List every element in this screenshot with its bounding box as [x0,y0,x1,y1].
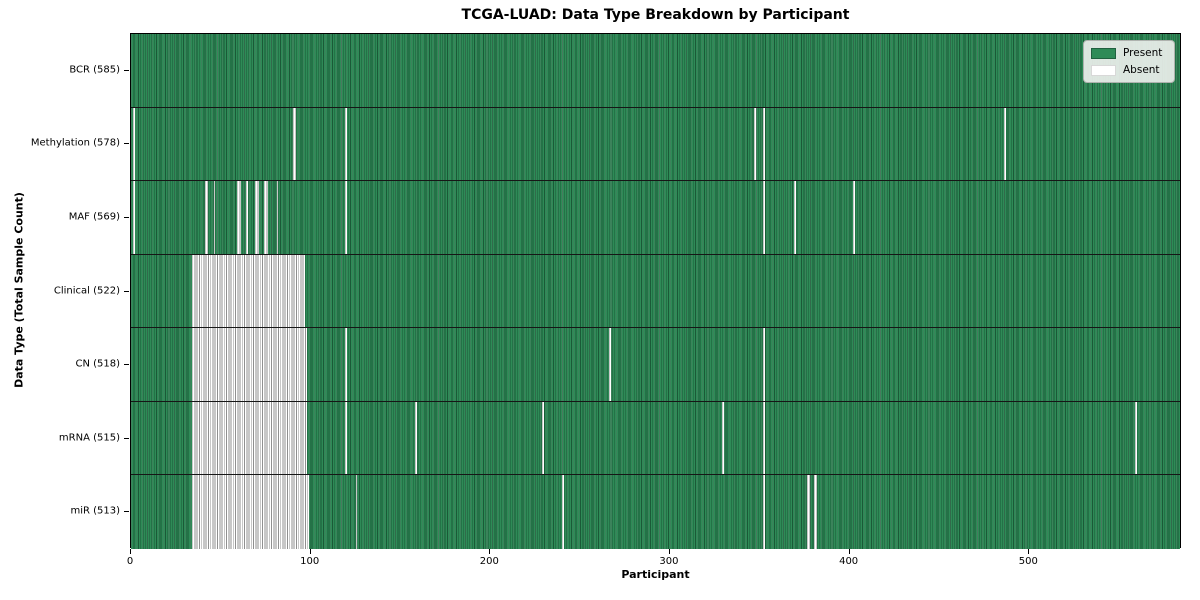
y-tick-label-mrna: mRNA (515) [58,432,120,444]
absent-stripe [344,328,347,401]
x-tick-mark [309,549,311,554]
absent-stripe [254,181,259,254]
x-tick-label: 100 [300,556,320,567]
absent-stripe [806,475,811,549]
absent-stripe [192,401,308,475]
absent-stripe [292,107,297,181]
y-tick-label-methylation: Methylation (578) [30,137,120,149]
y-tick-mark [124,216,129,218]
x-tick-label: 300 [659,556,679,567]
absent-stripe [763,107,766,181]
absent-stripe [204,181,209,254]
x-tick-label: 200 [479,556,499,567]
absent-stripe [355,475,358,549]
x-tick-mark [130,549,131,554]
absent-stripe [236,181,241,254]
absent-stripe [722,401,724,475]
legend-item-absent: Absent [1091,64,1166,76]
x-tick-mark [848,549,850,554]
present-swatch-icon [1091,47,1116,59]
legend-item-present: Present [1091,47,1166,59]
absent-stripe [192,254,306,328]
absent-stripe [1004,107,1006,181]
absent-stripe [542,401,545,475]
absent-stripe [344,107,347,181]
legend: Present Absent [1083,40,1175,83]
absent-stripe [763,475,766,549]
legend-label-present: Present [1123,47,1163,59]
absent-stripe [276,181,279,254]
absent-stripe [213,181,216,254]
heatmap-row-clinical [131,254,1180,329]
absent-stripe [344,401,347,475]
x-tick-label: 400 [839,556,859,567]
y-tick-mark [124,290,129,292]
y-tick-label-mir: miR (513) [70,505,120,517]
absent-swatch-icon [1091,64,1116,76]
plot-area [130,33,1181,549]
heatmap-row-methylation [131,107,1180,182]
heatmap-row-mrna [131,401,1180,476]
x-tick-mark [1028,549,1030,554]
y-tick-mark [124,511,129,513]
absent-stripe [132,181,135,254]
y-tick-mark [124,69,129,71]
absent-stripe [813,475,818,549]
y-tick-mark [124,143,129,145]
heatmap-row-maf [131,181,1180,255]
absent-stripe [608,328,611,401]
absent-stripe [344,181,347,254]
x-tick-label: 500 [1018,556,1038,567]
legend-label-absent: Absent [1123,64,1160,76]
absent-stripe [562,475,564,549]
absent-stripe [853,181,855,254]
y-tick-label-maf: MAF (569) [68,211,120,223]
absent-stripe [793,181,796,254]
heatmap-row-cn [131,328,1180,402]
absent-stripe [192,328,308,401]
heatmap-row-bcr [131,34,1180,108]
absent-stripe [754,107,757,181]
absent-stripe [245,181,248,254]
y-tick-label-clinical: Clinical (522) [53,285,120,296]
heatmap-row-mir [131,475,1180,549]
y-tick-mark [124,364,129,366]
x-tick-mark [489,549,491,554]
absent-stripe [763,401,766,475]
absent-stripe [763,181,766,254]
absent-stripe [1135,401,1138,475]
absent-stripe [763,328,766,401]
y-tick-label-bcr: BCR (585) [69,64,120,76]
x-tick-label: 0 [126,556,134,567]
absent-stripe [414,401,417,475]
absent-stripe [263,181,268,254]
x-axis-label: Participant [621,568,690,581]
y-tick-label-cn: CN (518) [75,358,120,370]
chart-title: TCGA-LUAD: Data Type Breakdown by Partic… [461,7,850,23]
absent-stripe [132,107,135,181]
absent-stripe [192,475,309,549]
y-tick-mark [124,437,129,439]
x-tick-mark [668,549,670,554]
